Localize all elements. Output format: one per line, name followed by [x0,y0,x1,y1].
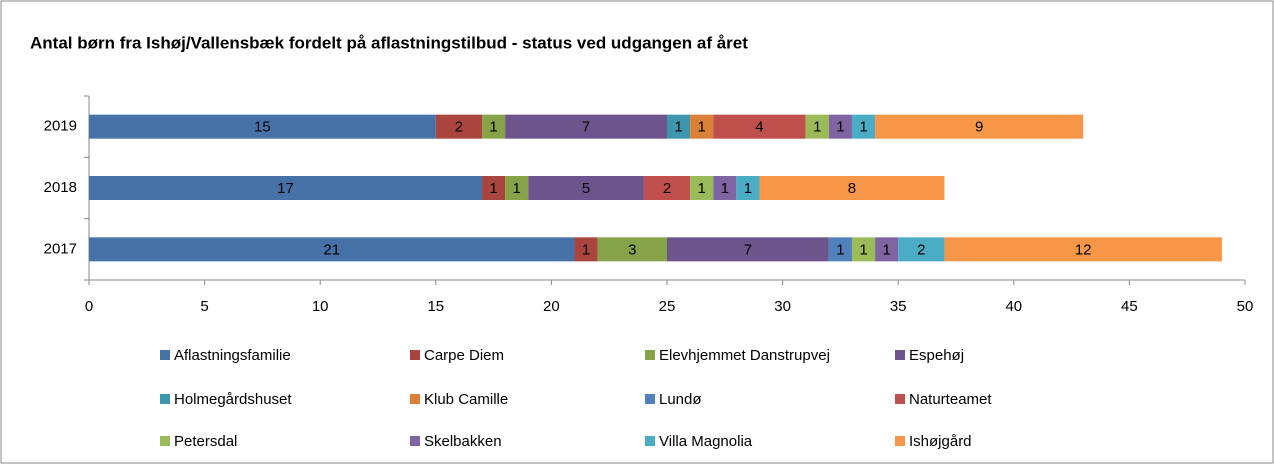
bar-segment [713,114,806,139]
data-label: 1 [674,119,682,136]
x-tick-label: 25 [659,298,676,315]
bar-segment [482,176,506,200]
legend-label: Naturteamet [909,391,992,408]
data-label: 1 [698,119,706,136]
bar-segment [875,114,1084,139]
y-tick-label: 2019 [44,118,77,135]
bar-segment [89,176,483,200]
legend-swatch [160,350,170,360]
data-label: 1 [489,119,497,136]
bar-segment [574,237,598,262]
x-tick-label: 30 [774,298,791,315]
bar-segment [505,114,667,139]
data-label: 1 [882,241,890,258]
legend-label: Klub Camille [424,391,508,408]
legend-swatch [410,350,420,360]
data-label: 1 [698,180,706,197]
data-label: 2 [455,119,463,136]
legend-label: Aflastningsfamilie [174,347,291,364]
bar-segment [643,176,691,200]
bar-segment [875,237,899,262]
x-tick-label: 50 [1237,298,1254,315]
chart-title: Antal børn fra Ishøj/Vallensbæk fordelt … [30,33,748,52]
legend-swatch [160,394,170,404]
data-label: 15 [254,119,271,136]
bar-segment [759,176,945,200]
bar-segment [597,237,667,262]
legend-swatch [645,436,655,446]
y-tick-label: 2018 [44,179,77,196]
bar-segment [851,114,876,139]
legend-swatch [645,394,655,404]
bar-segment [828,237,852,262]
bar-segment [690,176,714,200]
bar-segment [435,114,483,139]
data-label: 12 [1075,241,1092,258]
data-label: 1 [744,180,752,197]
x-tick-label: 5 [200,298,208,315]
legend-label: Carpe Diem [424,347,504,364]
bar-segment [667,237,829,262]
data-label: 1 [489,180,497,197]
bar-segment [690,114,714,139]
x-tick-label: 35 [890,298,907,315]
x-tick-label: 40 [1005,298,1022,315]
bar-segment [89,114,436,139]
data-label: 1 [859,241,867,258]
legend-swatch [410,394,420,404]
data-label: 1 [513,180,521,197]
data-label: 21 [323,241,340,258]
legend-swatch [895,350,905,360]
bar-segment [805,114,829,139]
legend-label: Espehøj [909,347,964,364]
data-label: 7 [582,119,590,136]
bar-segment [713,176,737,200]
legend-swatch [895,394,905,404]
x-tick-label: 0 [85,298,93,315]
legend-label: Petersdal [174,433,237,450]
data-label: 2 [917,241,925,258]
data-label: 5 [582,180,590,197]
legend-swatch [895,436,905,446]
legend-label: Holmegårdshuset [174,391,292,408]
legend-label: Lundø [659,391,702,408]
x-tick-label: 15 [427,298,444,315]
data-label: 3 [628,241,636,258]
bar-segment [505,176,529,200]
bar-segment [944,237,1222,262]
legend-swatch [410,436,420,446]
bar-segment [898,237,945,262]
bar-segment [851,237,876,262]
legend-swatch [160,436,170,446]
data-label: 17 [277,180,294,197]
data-label: 1 [836,119,844,136]
legend-swatch [645,350,655,360]
x-tick-label: 45 [1121,298,1138,315]
data-label: 8 [848,180,856,197]
data-label: 4 [755,119,763,136]
data-label: 7 [744,241,752,258]
data-label: 1 [582,241,590,258]
data-label: 9 [975,119,983,136]
data-label: 1 [721,180,729,197]
bar-segment [482,114,506,139]
legend-label: Ishøjgård [909,433,972,450]
bar-segment [828,114,852,139]
y-tick-label: 2017 [44,240,77,257]
bar-segment [667,114,691,139]
bar-segment [528,176,644,200]
data-label: 2 [663,180,671,197]
bar-segment [89,237,575,262]
data-label: 1 [859,119,867,136]
data-label: 1 [813,119,821,136]
bar-segment [736,176,760,200]
x-tick-label: 10 [312,298,329,315]
legend-label: Villa Magnolia [659,433,753,450]
data-label: 1 [836,241,844,258]
legend-label: Skelbakken [424,433,502,450]
legend-label: Elevhjemmet Danstrupvej [659,347,830,364]
x-tick-label: 20 [543,298,560,315]
